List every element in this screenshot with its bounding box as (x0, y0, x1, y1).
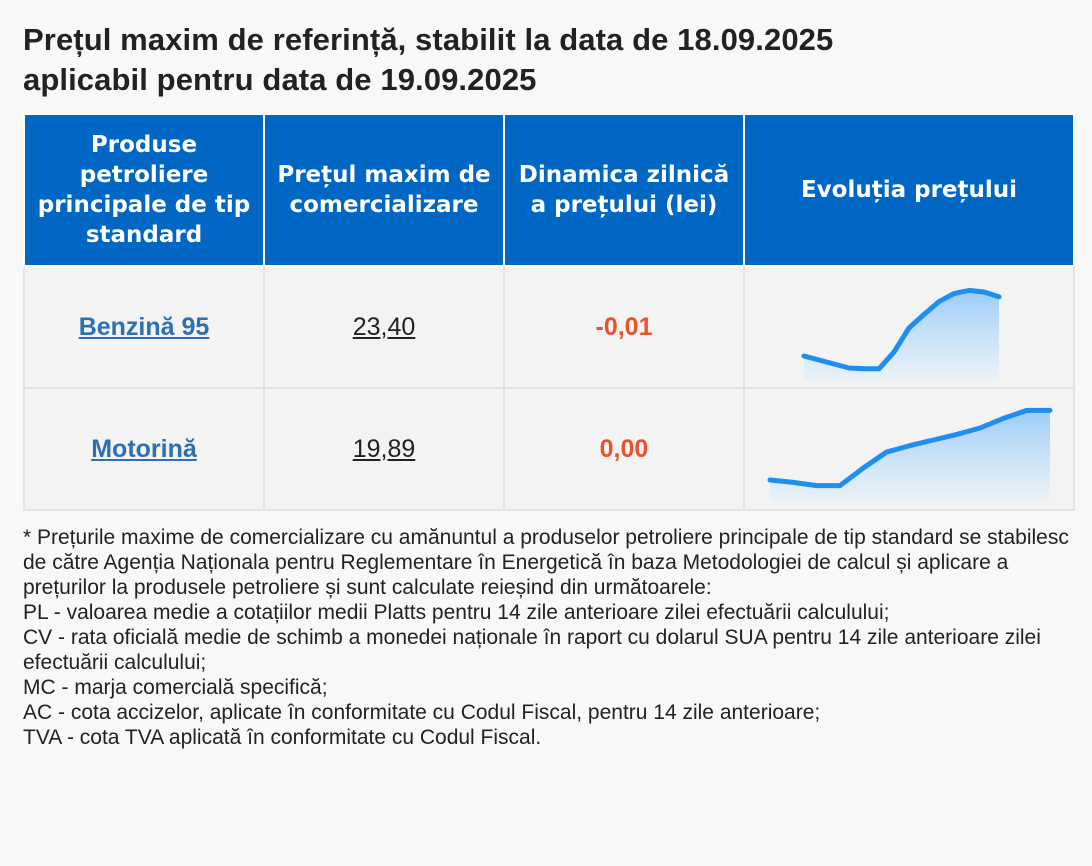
product-link-benzina[interactable]: Benzină 95 (78, 312, 210, 341)
page-title: Prețul maxim de referință, stabilit la d… (23, 20, 1073, 100)
product-link-motorina[interactable]: Motorină (91, 434, 197, 463)
dynamic-value-motorina: 0,00 (599, 434, 649, 463)
footnote-tva: TVA - cota TVA aplicată în conformitate … (23, 726, 542, 749)
column-header-evolution: Evoluția prețului (743, 113, 1075, 267)
title-line-1: Prețul maxim de referință, stabilit la d… (23, 22, 834, 57)
product-cell: Benzină 95 (23, 265, 265, 389)
footnote-ac: AC - cota accizelor, aplicate în conform… (23, 701, 821, 724)
table-row: Motorină 19,89 0,00 (23, 387, 1075, 511)
column-header-dynamic: Dinamica zilnică a prețului (lei) (503, 113, 745, 267)
price-link-benzina[interactable]: 23,40 (352, 312, 416, 341)
column-header-price: Prețul maxim de comercializare (263, 113, 505, 267)
footnote-cv: CV - rata oficială medie de schimb a mon… (23, 626, 1041, 674)
evolution-cell (743, 387, 1075, 511)
dynamic-cell: 0,00 (503, 387, 745, 511)
footnote-mc: MC - marja comercială specifică; (23, 676, 328, 699)
column-header-product: Produse petroliere principale de tip sta… (23, 113, 265, 267)
sparkline-area (804, 290, 999, 380)
price-link-motorina[interactable]: 19,89 (352, 434, 416, 463)
sparkline-benzina (801, 287, 1002, 380)
dynamic-value-benzina: -0,01 (595, 312, 653, 341)
table-header-row: Produse petroliere principale de tip sta… (23, 113, 1075, 267)
evolution-cell (743, 265, 1075, 389)
footnotes: * Prețurile maxime de comercializare cu … (23, 525, 1073, 750)
sparkline-line (801, 287, 1002, 372)
sparkline-line (767, 407, 1053, 489)
dynamic-cell: -0,01 (503, 265, 745, 389)
table-row: Benzină 95 23,40 -0,01 (23, 265, 1075, 389)
footnote-intro: * Prețurile maxime de comercializare cu … (23, 526, 1069, 599)
sparkline-area (770, 410, 1050, 500)
product-cell: Motorină (23, 387, 265, 511)
price-widget: Prețul maxim de referință, stabilit la d… (23, 20, 1075, 750)
sparkline-motorina (767, 407, 1053, 500)
price-cell: 23,40 (263, 265, 505, 389)
footnote-pl: PL - valoarea medie a cotațiilor medii P… (23, 601, 890, 624)
price-cell: 19,89 (263, 387, 505, 511)
price-table: Produse petroliere principale de tip sta… (23, 113, 1075, 511)
title-line-2: aplicabil pentru data de 19.09.2025 (23, 62, 537, 97)
